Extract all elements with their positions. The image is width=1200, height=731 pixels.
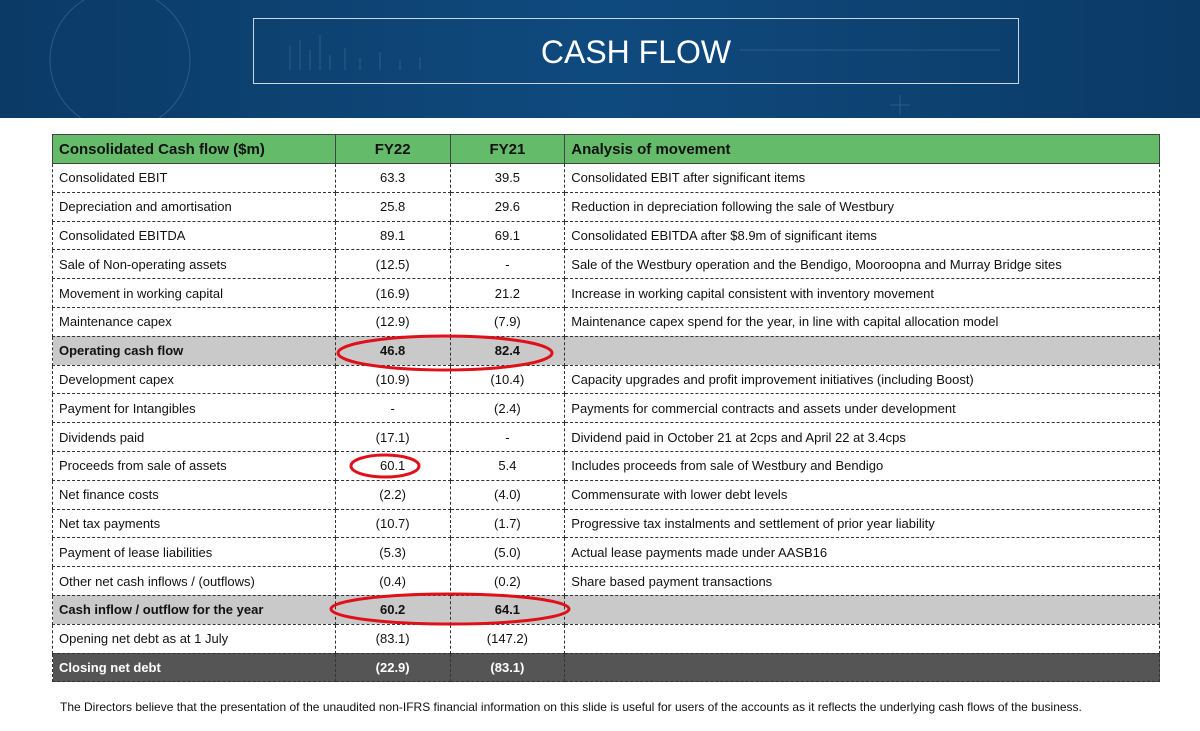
table-row: Payment of lease liabilities (5.3) (5.0) Ac… (52, 537, 1160, 568)
row-label: Proceeds from sale of assets (52, 450, 336, 481)
value-cell: 89.1 (334, 220, 451, 251)
row-label: Closing net debt (52, 652, 336, 683)
highlight-ellipse (336, 334, 554, 372)
table-row: Cash inflow / outflow for the year 60.2 64… (52, 594, 1160, 625)
row-label: Dividends paid (52, 422, 336, 452)
footnote: The Directors believe that the presentat… (60, 700, 1082, 714)
header-decoration (49, 0, 1000, 118)
analysis-cell (564, 652, 1160, 683)
table-row: Closing net debt (22.9) (83.1) (52, 652, 1160, 683)
value-cell: (83.1) (449, 652, 566, 683)
analysis-cell (564, 335, 1160, 366)
value-cell: (83.1) (334, 623, 451, 654)
table-row: Dividends paid (17.1) - Dividend paid in Oc… (52, 422, 1160, 452)
value-cell: 64.1 (449, 594, 566, 625)
highlight-ellipse (349, 453, 421, 479)
column-header: FY21 (449, 134, 566, 164)
value-cell: 21.2 (449, 278, 566, 308)
table-row: Consolidated EBITDA 89.1 69.1 Consolidated … (52, 220, 1160, 251)
highlight-ellipse (329, 592, 571, 626)
column-header: Consolidated Cash flow ($m) (52, 134, 336, 164)
row-label: Payment for Intangibles (52, 393, 336, 424)
value-cell: - (334, 393, 451, 424)
analysis-cell: Consolidated EBITDA after $8.9m of signi… (564, 220, 1160, 251)
analysis-cell: Consolidated EBIT after significant item… (564, 163, 1160, 193)
column-header: FY22 (334, 134, 451, 164)
value-cell: (12.5) (334, 249, 451, 280)
row-label: Operating cash flow (52, 335, 336, 366)
value-cell: 60.2 (334, 594, 451, 625)
value-cell: (22.9) (334, 652, 451, 683)
value-cell: 39.5 (449, 163, 566, 193)
value-cell: (5.3) (334, 537, 451, 568)
row-label: Development capex (52, 364, 336, 395)
row-label: Sale of Non-operating assets (52, 249, 336, 280)
cash-flow-table: Consolidated Cash flow ($m) FY22 FY21 Analy… (52, 134, 1160, 683)
table-row: Net tax payments (10.7) (1.7) Progressive t… (52, 508, 1160, 539)
analysis-cell (564, 594, 1160, 625)
value-cell: 25.8 (334, 191, 451, 222)
slide-title: CASH FLOW (253, 18, 1019, 84)
table-row: Movement in working capital (16.9) 21.2 Inc… (52, 278, 1160, 308)
table-row: Other net cash inflows / (outflows) (0.4)… (52, 566, 1160, 596)
row-label: Depreciation and amortisation (52, 191, 336, 222)
header-band: CASH FLOW (0, 0, 1200, 118)
row-label: Consolidated EBITDA (52, 220, 336, 251)
analysis-cell: Sale of the Westbury operation and the B… (564, 249, 1160, 280)
row-label: Maintenance capex (52, 306, 336, 337)
value-cell: - (449, 422, 566, 452)
row-label: Cash inflow / outflow for the year (52, 594, 336, 625)
value-cell: 63.3 (334, 163, 451, 193)
value-cell: (2.4) (449, 393, 566, 424)
table-row: Sale of Non-operating assets (12.5) - Sale … (52, 249, 1160, 280)
table-row: Depreciation and amortisation 25.8 29.6 Red… (52, 191, 1160, 222)
table-row: Consolidated EBIT 63.3 39.5 Consolidated EB… (52, 163, 1160, 193)
value-cell: 29.6 (449, 191, 566, 222)
analysis-cell: Share based payment transactions (564, 566, 1160, 596)
header-row: Consolidated Cash flow ($m) FY22 FY21 Analy… (52, 134, 1160, 164)
row-label: Net finance costs (52, 479, 336, 510)
value-cell: (1.7) (449, 508, 566, 539)
table-row: Net finance costs (2.2) (4.0) Commensurate … (52, 479, 1160, 510)
analysis-cell: Includes proceeds from sale of Westbury … (564, 450, 1160, 481)
row-label: Net tax payments (52, 508, 336, 539)
analysis-cell: Commensurate with lower debt levels (564, 479, 1160, 510)
row-label: Movement in working capital (52, 278, 336, 308)
value-cell: (5.0) (449, 537, 566, 568)
value-cell: (4.0) (449, 479, 566, 510)
analysis-cell: Reduction in depreciation following the … (564, 191, 1160, 222)
row-label: Consolidated EBIT (52, 163, 336, 193)
value-cell: (7.9) (449, 306, 566, 337)
table-row: Payment for Intangibles - (2.4) Payments fo… (52, 393, 1160, 424)
analysis-cell: Actual lease payments made under AASB16 (564, 537, 1160, 568)
analysis-cell: Increase in working capital consistent w… (564, 278, 1160, 308)
analysis-cell: Progressive tax instalments and settleme… (564, 508, 1160, 539)
column-header: Analysis of movement (564, 134, 1160, 164)
